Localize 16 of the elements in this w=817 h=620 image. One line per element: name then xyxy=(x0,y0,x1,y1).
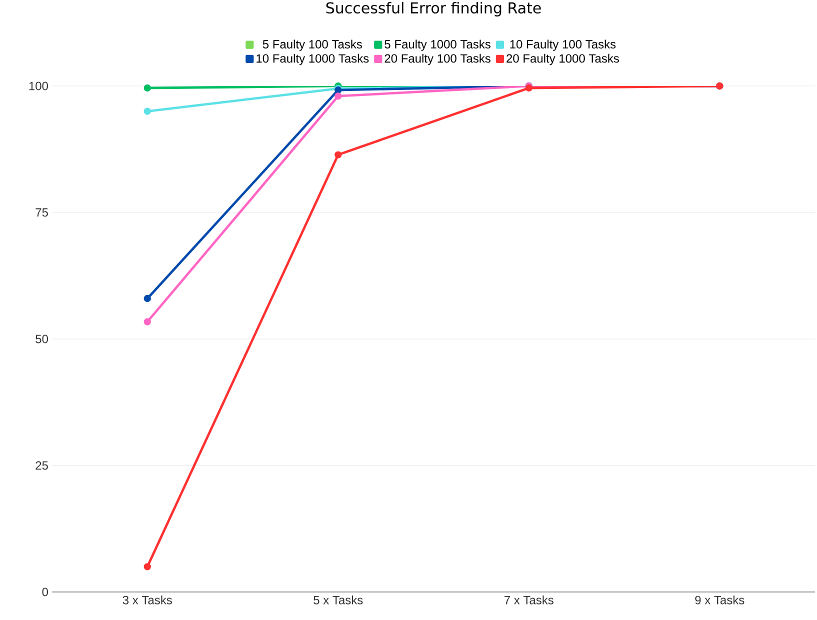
y-tick-label: 75 xyxy=(36,208,48,217)
x-tick-label: 3 x Tasks xyxy=(122,596,172,604)
legend-label: 10 Faulty 1000 Tasks xyxy=(256,54,369,66)
y-tick-label: 0 xyxy=(42,588,48,596)
legend-label: 5 Faulty 1000 Tasks xyxy=(384,40,490,51)
legend-label: 10 Faulty 100 Tasks xyxy=(510,40,616,51)
legend-label: 20 Faulty 100 Tasks xyxy=(384,54,490,66)
legend-label: 5 Faulty 100 Tasks xyxy=(262,40,362,51)
x-tick-label: 9 x Tasks xyxy=(695,596,744,604)
y-tick-label: 50 xyxy=(36,334,48,344)
legend-label: 20 Faulty 1000 Tasks xyxy=(506,54,619,66)
x-tick-label: 7 x Tasks xyxy=(504,596,554,604)
x-tick-label: 5 x Tasks xyxy=(314,596,363,604)
y-tick-label: 100 xyxy=(29,82,48,90)
chart-title: Successful Error finding Rate xyxy=(326,2,541,16)
y-tick-label: 25 xyxy=(36,461,48,470)
